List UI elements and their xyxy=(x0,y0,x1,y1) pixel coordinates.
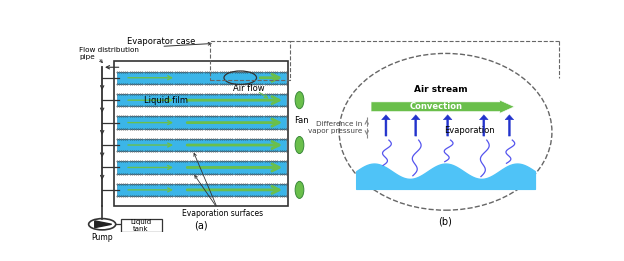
Text: Liquid film: Liquid film xyxy=(145,96,188,105)
FancyArrow shape xyxy=(505,115,514,136)
Text: Air stream: Air stream xyxy=(414,85,467,94)
Text: Evaporation: Evaporation xyxy=(444,126,495,134)
Text: (b): (b) xyxy=(439,216,452,226)
Bar xyxy=(120,219,162,232)
FancyArrow shape xyxy=(382,115,390,136)
Text: Evaporator case: Evaporator case xyxy=(127,37,195,46)
Text: Convection: Convection xyxy=(409,102,462,111)
FancyArrow shape xyxy=(371,100,514,113)
Text: Flow distribution
pipe: Flow distribution pipe xyxy=(79,48,139,60)
FancyArrow shape xyxy=(443,115,452,136)
Bar xyxy=(117,72,286,84)
Bar xyxy=(117,139,286,151)
Bar xyxy=(114,62,288,206)
Polygon shape xyxy=(95,221,112,228)
Text: Difference in
vapor pressure: Difference in vapor pressure xyxy=(308,121,362,134)
Text: Liquid
tank: Liquid tank xyxy=(130,219,152,232)
Text: (a): (a) xyxy=(195,220,208,230)
FancyArrow shape xyxy=(479,115,488,136)
Ellipse shape xyxy=(295,137,304,153)
Text: Evaporation surfaces: Evaporation surfaces xyxy=(182,209,263,218)
Text: Fan: Fan xyxy=(294,116,309,125)
FancyArrow shape xyxy=(411,115,420,136)
Ellipse shape xyxy=(295,92,304,109)
Bar xyxy=(117,116,286,129)
Bar xyxy=(117,161,286,174)
Text: Pump: Pump xyxy=(91,233,113,242)
Bar xyxy=(117,184,286,196)
Text: Air flow: Air flow xyxy=(233,85,265,93)
Bar xyxy=(117,94,286,106)
Ellipse shape xyxy=(295,181,304,198)
